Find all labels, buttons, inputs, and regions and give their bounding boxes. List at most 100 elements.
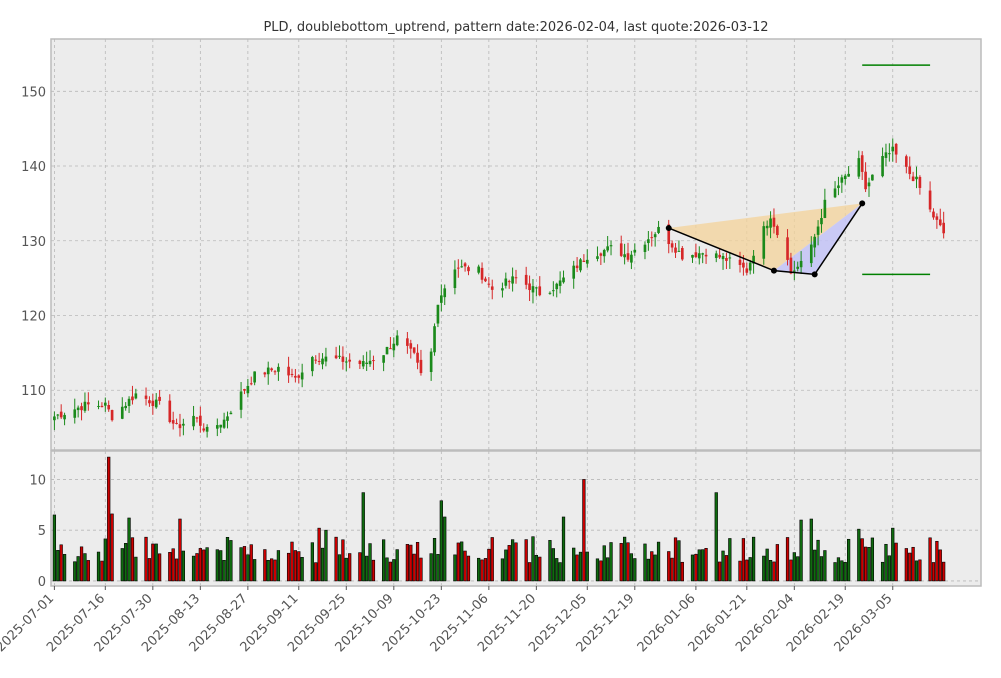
volume-bar — [762, 555, 766, 582]
volume-bar — [100, 560, 104, 582]
candle-body — [837, 185, 840, 189]
volume-bar — [266, 559, 270, 582]
candle-body — [606, 246, 609, 251]
candle-body — [243, 389, 246, 391]
candle-body — [202, 428, 206, 431]
volume-bar — [887, 555, 891, 582]
volume-bar — [73, 561, 77, 582]
candle-body — [226, 416, 229, 421]
candle-body — [440, 295, 443, 303]
candle-body — [596, 256, 599, 259]
volume-bar — [551, 548, 555, 582]
volume-bar — [606, 557, 610, 582]
volume-bar — [222, 560, 226, 582]
candle-body — [273, 371, 277, 373]
volume-bar — [819, 556, 824, 582]
volume-bar — [840, 560, 844, 582]
volume-bar — [225, 536, 230, 582]
candle-body — [127, 398, 131, 406]
candle-body — [300, 372, 304, 380]
candle-body — [382, 355, 385, 363]
volume-bar — [191, 555, 196, 582]
volume-bar — [412, 553, 416, 582]
volume-bar — [894, 542, 898, 582]
candle-body — [199, 415, 202, 426]
candle-body — [602, 250, 606, 257]
volume-bar — [439, 500, 443, 582]
candle-body — [249, 383, 253, 385]
volume-bar — [83, 553, 87, 582]
candle-body — [833, 188, 837, 198]
candle-body — [816, 226, 820, 235]
candle-body — [619, 243, 623, 256]
candle-body — [504, 278, 508, 286]
volume-bar — [884, 543, 888, 582]
volume-bar — [514, 542, 518, 582]
candle-body — [372, 360, 375, 362]
volume-bar — [677, 540, 681, 582]
volume-bar — [772, 561, 776, 582]
volume-bar — [626, 542, 630, 582]
volume-bar — [860, 538, 864, 582]
volume-bar — [314, 562, 318, 582]
volume-bar — [337, 554, 342, 582]
volume-bar — [619, 543, 623, 582]
volume-bar — [286, 552, 291, 582]
volume-bar — [741, 538, 746, 582]
volume-bar — [239, 547, 243, 582]
candle-body — [762, 226, 766, 259]
candle-body — [776, 226, 779, 236]
candle-body — [623, 254, 626, 258]
candle-body — [311, 357, 314, 372]
volume-series — [52, 456, 946, 582]
volume-bar — [728, 538, 732, 582]
candle-body — [338, 355, 341, 357]
candle-body — [229, 412, 233, 415]
candle-body — [73, 409, 77, 418]
volume-bar — [382, 539, 386, 582]
candle-body — [888, 153, 891, 155]
candle-body — [813, 236, 817, 248]
volume-bar — [341, 539, 345, 582]
candle-body — [433, 326, 436, 353]
volume-bar — [880, 561, 885, 582]
pattern-polyline — [668, 202, 863, 276]
volume-bar — [300, 557, 304, 582]
volume-bar — [680, 561, 684, 582]
candle-body — [463, 263, 467, 267]
candle-body — [867, 182, 871, 187]
candle-body — [748, 262, 752, 271]
candle-body — [134, 393, 138, 399]
volume-bar — [405, 544, 410, 582]
volume-bar — [215, 549, 219, 582]
volume-bar — [205, 547, 209, 582]
candle-body — [630, 254, 633, 263]
volume-bar — [904, 548, 908, 582]
volume-bar — [928, 537, 932, 582]
candle-body — [131, 396, 134, 401]
candle-body — [677, 250, 681, 252]
volume-bar — [229, 540, 233, 582]
candle-body — [63, 414, 66, 420]
candle-body — [222, 419, 226, 428]
volume-bar — [561, 516, 566, 582]
candle-body — [524, 274, 528, 285]
candle-body — [266, 367, 270, 375]
volume-bar — [908, 552, 912, 582]
candle-body — [647, 239, 650, 244]
candle-body — [341, 356, 345, 362]
volume-bar — [697, 549, 701, 582]
candle-body — [368, 360, 372, 365]
candle-body — [219, 424, 223, 428]
candle-body — [653, 234, 657, 238]
candle-body — [562, 277, 565, 283]
candle-body — [691, 254, 694, 258]
candle-body — [294, 375, 297, 378]
candle-body — [324, 356, 328, 362]
volume-tick-label: 10 — [29, 473, 46, 488]
candle-body — [171, 420, 175, 424]
candle-body — [385, 346, 389, 355]
volume-bar — [833, 562, 837, 582]
volume-bar — [609, 542, 613, 582]
